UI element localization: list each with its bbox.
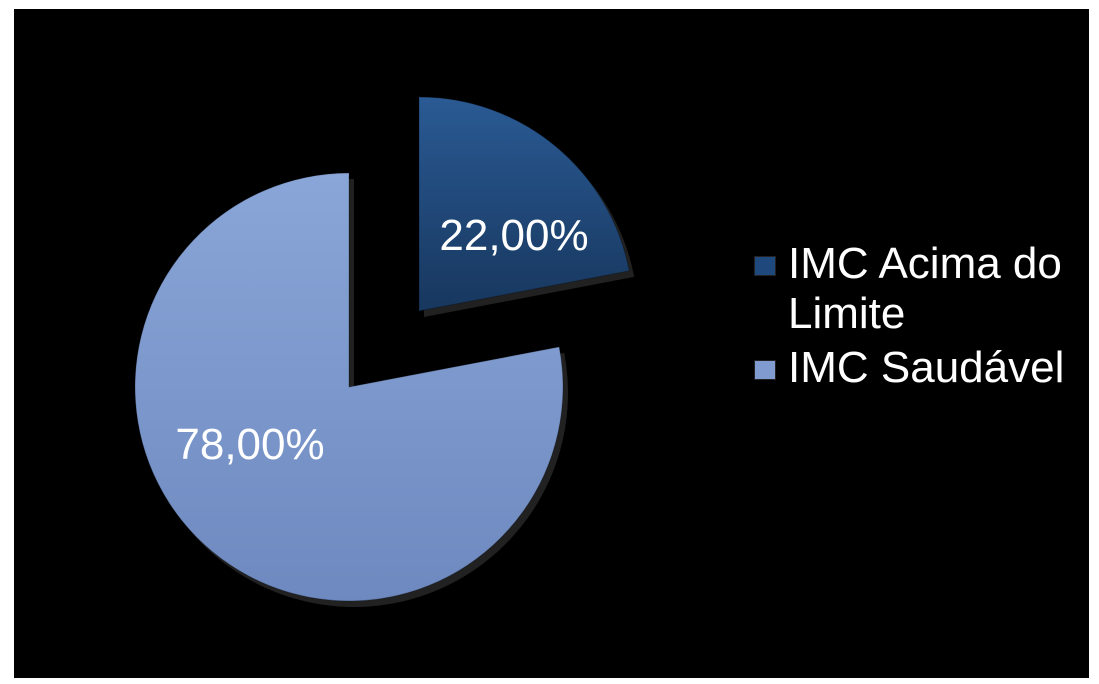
legend-swatch-saudavel bbox=[754, 360, 776, 380]
legend-label-saudavel: IMC Saudável bbox=[788, 343, 1065, 392]
legend-label-acima: IMC Acima do Limite bbox=[788, 239, 1062, 338]
chart-area: 22,00% 78,00% IMC Acima do Limite IMC Sau… bbox=[14, 9, 1089, 678]
chart-legend: IMC Acima do Limite IMC Saudável bbox=[754, 239, 1084, 397]
legend-item-acima: IMC Acima do Limite bbox=[754, 239, 1084, 339]
data-label-saudavel: 78,00% bbox=[175, 420, 324, 469]
legend-swatch-acima bbox=[754, 256, 776, 276]
slice-acima bbox=[418, 96, 630, 312]
data-label-acima: 22,00% bbox=[439, 211, 588, 260]
slice-saudavel bbox=[134, 172, 564, 602]
legend-item-saudavel: IMC Saudável bbox=[754, 343, 1084, 393]
pie-chart: 22,00% 78,00% bbox=[134, 96, 635, 607]
